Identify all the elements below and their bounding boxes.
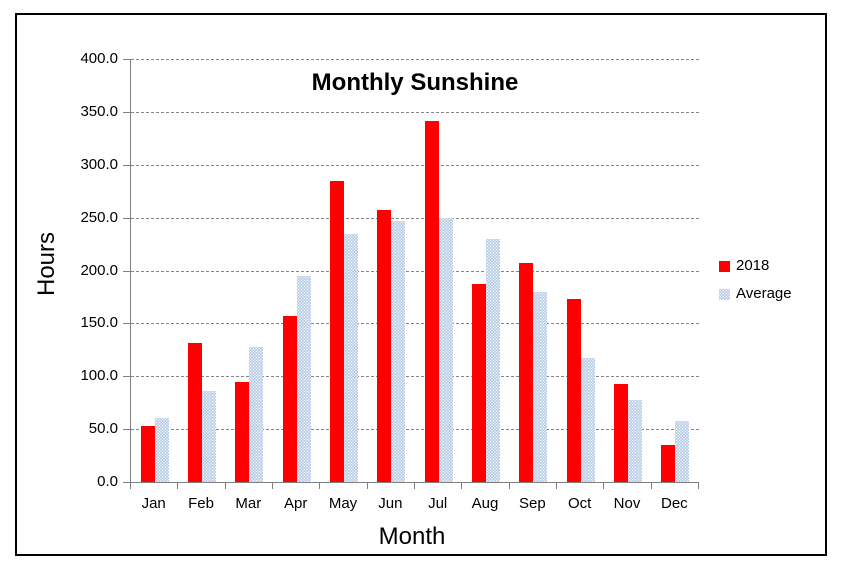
x-tick-5 — [366, 483, 368, 489]
x-tick-label-nov: Nov — [613, 495, 641, 512]
bar-2018-dec — [661, 445, 676, 482]
y-tick-label-350: 350.0 — [80, 102, 118, 120]
bar-average-oct — [580, 358, 595, 482]
x-tick-label-sep: Sep — [518, 495, 546, 512]
legend-swatch-2018 — [719, 260, 730, 272]
legend-item-average: Average — [719, 286, 792, 302]
x-tick-0 — [130, 483, 131, 489]
y-tick-label-300: 300.0 — [80, 155, 118, 173]
x-tick-1 — [177, 483, 179, 489]
x-tick-label-aug: Aug — [471, 495, 499, 512]
bar-2018-feb — [188, 343, 202, 482]
y-tick-label-0: 0.0 — [97, 473, 118, 490]
legend: 2018 Average — [719, 258, 792, 314]
gridline-100 — [131, 376, 699, 378]
gridline-50 — [131, 429, 699, 431]
bar-2018-nov — [614, 383, 628, 482]
x-tick-label-may: May — [328, 495, 358, 512]
gridline-250 — [131, 217, 699, 219]
x-tick-3 — [272, 483, 273, 489]
legend-swatch-average — [719, 288, 730, 300]
bar-average-dec — [675, 420, 690, 482]
y-tick-200 — [123, 270, 130, 272]
bar-2018-may — [330, 180, 344, 482]
y-tick-label-100: 100.0 — [80, 367, 118, 385]
legend-item-2018: 2018 — [719, 258, 792, 274]
x-tick-4 — [319, 483, 321, 489]
gridline-350 — [131, 111, 699, 113]
bar-average-jul — [438, 217, 453, 482]
y-tick-label-250: 250.0 — [80, 208, 118, 226]
y-tick-label-400: 400.0 — [80, 50, 118, 67]
bar-2018-jul — [424, 121, 439, 482]
x-tick-10 — [603, 483, 605, 489]
y-tick-label-200: 200.0 — [80, 261, 118, 279]
x-tick-label-apr: Apr — [283, 495, 308, 512]
y-tick-250 — [123, 217, 130, 219]
x-tick-label-jan: Jan — [141, 495, 166, 512]
x-axis-title: Month — [378, 523, 446, 550]
bar-average-apr — [296, 275, 311, 482]
x-tick-2 — [224, 483, 226, 489]
bar-average-aug — [486, 238, 500, 482]
bar-2018-oct — [566, 299, 581, 482]
gridline-300 — [131, 164, 699, 166]
y-tick-label-150: 150.0 — [80, 314, 118, 332]
bar-average-may — [344, 233, 358, 482]
gridline-400 — [131, 59, 699, 60]
bar-2018-jun — [377, 210, 392, 482]
gridline-150 — [131, 323, 699, 325]
chart-title: Monthly Sunshine — [311, 69, 519, 96]
x-tick-12 — [698, 483, 699, 489]
x-tick-label-oct: Oct — [567, 495, 592, 512]
x-tick-8 — [508, 483, 510, 489]
x-tick-11 — [650, 483, 652, 489]
x-tick-label-jun: Jun — [378, 495, 403, 512]
y-tick-350 — [123, 111, 130, 113]
x-tick-label-mar: Mar — [235, 495, 262, 512]
x-tick-6 — [414, 483, 415, 489]
bar-2018-apr — [282, 315, 297, 482]
y-tick-0 — [123, 482, 130, 483]
y-tick-50 — [123, 429, 130, 431]
y-tick-label-50: 50.0 — [88, 420, 118, 438]
bar-2018-jan — [140, 425, 155, 482]
bar-average-mar — [249, 346, 264, 482]
y-tick-300 — [123, 164, 130, 166]
bar-average-nov — [628, 399, 642, 482]
plot-area — [130, 59, 699, 483]
bar-2018-sep — [519, 263, 534, 482]
x-tick-label-feb: Feb — [188, 495, 214, 512]
bar-average-jun — [391, 220, 406, 482]
legend-label-2018: 2018 — [736, 257, 770, 274]
y-tick-400 — [123, 59, 130, 60]
legend-label-average: Average — [736, 285, 792, 302]
y-tick-100 — [123, 376, 130, 378]
bar-average-sep — [533, 291, 548, 482]
bar-2018-mar — [235, 381, 250, 482]
bar-2018-aug — [472, 284, 486, 482]
x-tick-label-jul: Jul — [428, 495, 448, 512]
x-tick-7 — [461, 483, 463, 489]
y-tick-150 — [123, 323, 130, 325]
x-tick-label-dec: Dec — [660, 495, 688, 512]
gridline-200 — [131, 270, 699, 272]
x-tick-9 — [556, 483, 557, 489]
bar-average-jan — [154, 417, 169, 482]
bar-average-feb — [202, 391, 216, 482]
